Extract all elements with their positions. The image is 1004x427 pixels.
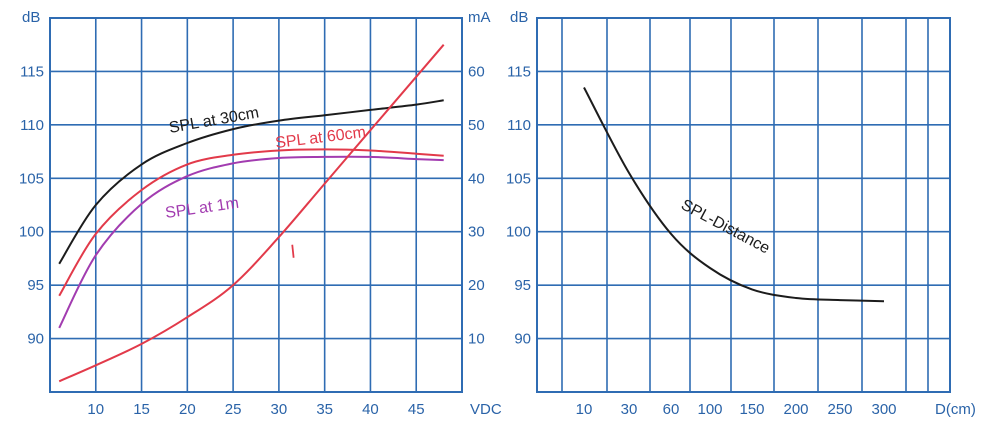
series-line-1 [58, 99, 444, 265]
series-line-3 [58, 155, 444, 329]
y-left-tick-label: 105 [19, 170, 44, 187]
x-tick-label: 30 [271, 401, 288, 418]
x-tick-label: 250 [827, 401, 852, 418]
x-tick-label: 45 [408, 401, 425, 418]
x-tick-label: 30 [621, 401, 638, 418]
y-left-tick-label: 90 [27, 331, 44, 348]
y-tick-label: 90 [514, 331, 531, 348]
y-left-unit-label: dB [22, 9, 40, 26]
y-right-tick-label: 50 [468, 117, 485, 134]
x-unit-label: VDC [470, 401, 502, 418]
x-unit-label: D(cm) [935, 401, 976, 418]
y-left-tick-label: 95 [27, 277, 44, 294]
series-annotation: SPL at 1m [164, 195, 240, 222]
series-annotation: SPL at 60cm [274, 124, 366, 152]
y-tick-label: 115 [507, 63, 531, 80]
x-tick-label: 60 [663, 401, 680, 418]
x-tick-label: 100 [697, 401, 722, 418]
y-tick-label: 105 [506, 170, 531, 187]
x-tick-label: 200 [783, 401, 808, 418]
series-annotation: SPL-Distance [678, 197, 772, 258]
y-right-tick-label: 10 [468, 331, 485, 348]
y-right-tick-label: 40 [468, 170, 485, 187]
series-line-4 [58, 44, 445, 383]
series-annotation: I [289, 242, 296, 263]
x-tick-label: 25 [225, 401, 242, 418]
y-right-tick-label: 60 [468, 63, 485, 80]
series-line-1 [583, 87, 885, 303]
x-tick-label: 15 [133, 401, 150, 418]
x-tick-label: 40 [362, 401, 379, 418]
x-tick-label: 10 [576, 401, 593, 418]
y-tick-label: 110 [507, 117, 531, 134]
y-right-tick-label: 20 [468, 277, 485, 294]
distance-chart: 10 30 60 100 150 200 250 300 90 95 100 105 110 115 dB D… [506, 9, 976, 418]
y-right-unit-label: mA [468, 9, 491, 26]
y-unit-label: dB [510, 9, 528, 26]
y-tick-label: 95 [514, 277, 531, 294]
y-left-tick-label: 115 [20, 63, 44, 80]
x-tick-label: 10 [87, 401, 104, 418]
y-left-tick-label: 100 [19, 224, 44, 241]
plot-frame [536, 17, 951, 393]
plot-frame [49, 17, 463, 393]
y-tick-label: 100 [506, 224, 531, 241]
y-left-tick-label: 110 [20, 117, 44, 134]
x-tick-label: 300 [871, 401, 896, 418]
series-annotation: SPL at 30cm [168, 104, 261, 137]
voltage-chart: 10 15 20 25 30 35 40 45 90 95 100 105 110 115 10 20 30 40… [19, 9, 502, 418]
series-line-2 [58, 148, 444, 297]
x-tick-label: 20 [179, 401, 196, 418]
y-right-tick-label: 30 [468, 224, 485, 241]
x-tick-label: 150 [739, 401, 764, 418]
x-tick-label: 35 [316, 401, 333, 418]
